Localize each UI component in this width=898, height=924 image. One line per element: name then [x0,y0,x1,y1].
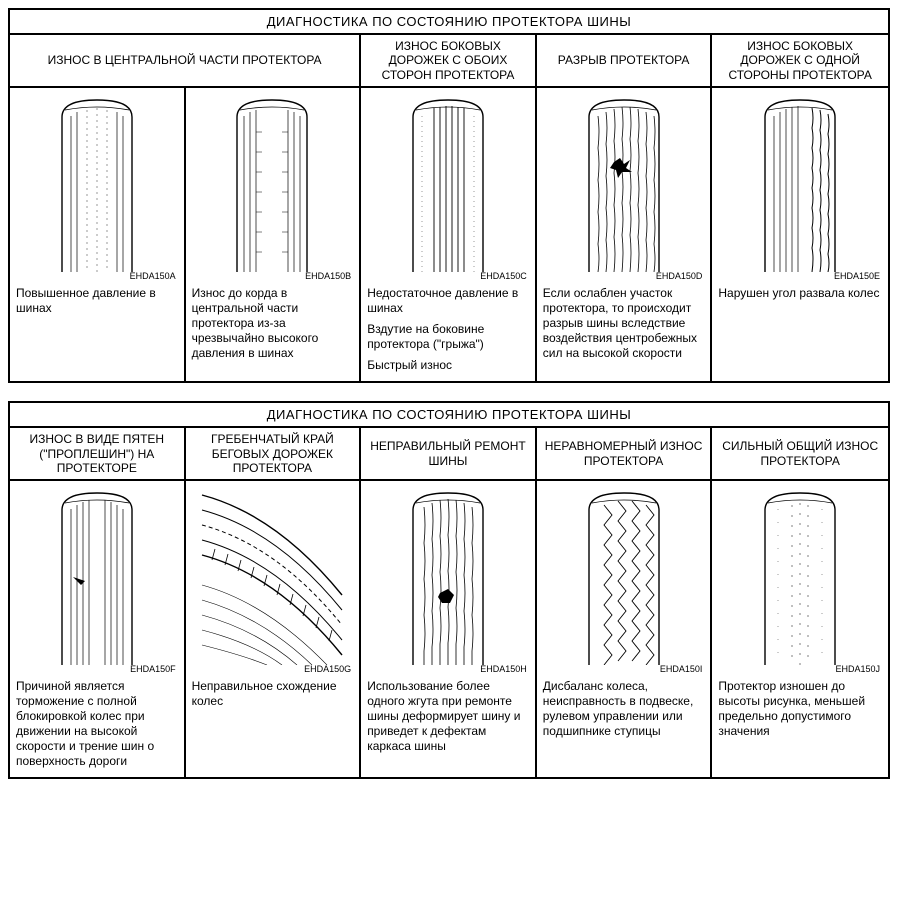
figure-code: EHDA150A [130,271,176,282]
figure-code: EHDA150D [656,271,703,282]
tire-cell: EHDA150E Нарушен угол развала колес [712,88,888,381]
tire-cell: EHDA150F Причиной является торможение с … [10,481,186,777]
diagnostic-table-2: ДИАГНОСТИКА ПО СОСТОЯНИЮ ПРОТЕКТОРА ШИНЫ… [8,401,890,779]
figure-code: EHDA150G [304,664,351,675]
tire-illustration: EHDA150J [718,485,882,675]
description: Причиной является торможение с полной бл… [16,679,178,769]
header-cell: ИЗНОС В ЦЕНТРАЛЬНОЙ ЧАСТИ ПРОТЕКТОРА [10,35,361,88]
tire-cell: EHDA150D Если ослаблен участок протектор… [537,88,713,381]
description: Износ до корда в центральной части проте… [192,286,354,361]
figure-code: EHDA150E [834,271,880,282]
description: Если ослаблен участок протектора, то про… [543,286,705,361]
tire-cell: EHDA150G Неправильное схождение колес [186,481,362,777]
table-title: ДИАГНОСТИКА ПО СОСТОЯНИЮ ПРОТЕКТОРА ШИНЫ [10,10,888,35]
header-cell: НЕПРАВИЛЬНЫЙ РЕМОНТ ШИНЫ [361,428,537,481]
body-row: EHDA150A Повышенное давление в шинах [10,88,888,381]
description: Неправильное схождение колес [192,679,354,709]
tire-cell: EHDA150C Недостаточное давление в шинах … [361,88,537,381]
header-cell: СИЛЬНЫЙ ОБЩИЙ ИЗНОС ПРОТЕКТОРА [712,428,888,481]
description: Дисбаланс колеса, неисправность в подвес… [543,679,705,739]
description: Протектор изношен до высоты рисунка, мен… [718,679,882,739]
tire-illustration: EHDA150G [192,485,354,675]
description: Использование более одного жгута при рем… [367,679,529,754]
tire-cell: EHDA150H Использование более одного жгут… [361,481,537,777]
tire-illustration: EHDA150C [367,92,529,282]
tire-cell: EHDA150I Дисбаланс колеса, неисправность… [537,481,713,777]
tire-cell: EHDA150B Износ до корда в центральной ча… [186,88,362,381]
tire-illustration: EHDA150E [718,92,882,282]
header-cell: ИЗНОС В ВИДЕ ПЯТЕН ("ПРОПЛЕШИН") НА ПРОТ… [10,428,186,481]
figure-code: EHDA150H [480,664,527,675]
description: Недостаточное давление в шинах Вздутие н… [367,286,529,373]
figure-code: EHDA150J [835,664,880,675]
tire-illustration: EHDA150F [16,485,178,675]
figure-code: EHDA150I [660,664,703,675]
header-cell: РАЗРЫВ ПРОТЕКТОРА [537,35,713,88]
header-cell: НЕРАВНОМЕРНЫЙ ИЗНОС ПРОТЕКТОРА [537,428,713,481]
diagnostic-table-1: ДИАГНОСТИКА ПО СОСТОЯНИЮ ПРОТЕКТОРА ШИНЫ… [8,8,890,383]
header-row: ИЗНОС В ЦЕНТРАЛЬНОЙ ЧАСТИ ПРОТЕКТОРА ИЗН… [10,35,888,88]
tire-illustration: EHDA150H [367,485,529,675]
tire-illustration: EHDA150A [16,92,178,282]
table-title: ДИАГНОСТИКА ПО СОСТОЯНИЮ ПРОТЕКТОРА ШИНЫ [10,403,888,428]
tire-cell: EHDA150J Протектор изношен до высоты рис… [712,481,888,777]
header-cell: ИЗНОС БОКОВЫХ ДОРОЖЕК С ОБОИХ СТОРОН ПРО… [361,35,537,88]
description: Нарушен угол развала колес [718,286,882,301]
tire-illustration: EHDA150D [543,92,705,282]
tire-illustration: EHDA150B [192,92,354,282]
tire-illustration: EHDA150I [543,485,705,675]
tire-cell: EHDA150A Повышенное давление в шинах [10,88,186,381]
description: Повышенное давление в шинах [16,286,178,316]
figure-code: EHDA150C [480,271,527,282]
figure-code: EHDA150B [305,271,351,282]
figure-code: EHDA150F [130,664,176,675]
header-cell: ГРЕБЕНЧАТЫЙ КРАЙ БЕГОВЫХ ДОРОЖЕК ПРОТЕКТ… [186,428,362,481]
header-row: ИЗНОС В ВИДЕ ПЯТЕН ("ПРОПЛЕШИН") НА ПРОТ… [10,428,888,481]
header-cell: ИЗНОС БОКОВЫХ ДОРОЖЕК С ОДНОЙ СТОРОНЫ ПР… [712,35,888,88]
body-row: EHDA150F Причиной является торможение с … [10,481,888,777]
